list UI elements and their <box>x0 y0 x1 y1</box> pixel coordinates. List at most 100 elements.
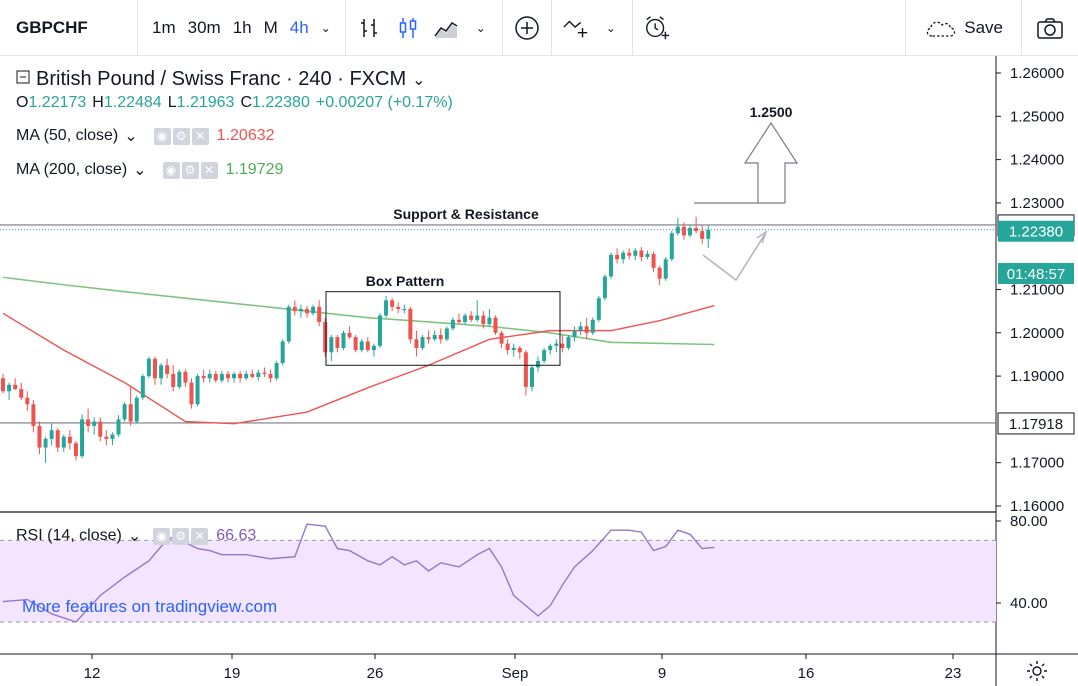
candle-body <box>475 315 480 320</box>
candle-body <box>469 315 474 320</box>
ma200-visibility-icon[interactable]: ◉ <box>162 162 180 179</box>
candle-body <box>371 345 376 351</box>
candle-body <box>80 419 85 457</box>
candle-body <box>706 229 711 239</box>
ma50-visibility-icon[interactable]: ◉ <box>153 128 171 145</box>
candle-body <box>420 337 425 348</box>
candle-body <box>159 365 164 379</box>
price-chart[interactable]: 1.26000 1.25000 1.24000 1.23000 1.21000 1.200… <box>0 55 1078 686</box>
rsi-tick-label: 40.00 <box>1010 595 1048 612</box>
candle-body <box>359 341 364 351</box>
screenshot-button[interactable] <box>1021 0 1078 55</box>
rsi-label: RSI (14, close) <box>16 527 122 544</box>
camera-icon <box>1037 17 1063 39</box>
rsi-settings-icon[interactable]: ⚙ <box>172 528 190 545</box>
candle-body <box>408 308 413 340</box>
toolbar-right: Save <box>905 0 1078 55</box>
candle-body <box>61 436 66 448</box>
main-legend: British Pound / Swiss Franc · 240 · FXCM… <box>16 68 426 91</box>
interval-1m[interactable]: 1m <box>152 17 176 37</box>
y-tick-label: 1.19000 <box>1010 368 1064 385</box>
candle-body <box>481 315 486 325</box>
compare-group: ⌄ <box>552 0 633 55</box>
candle-body <box>426 337 431 340</box>
ma50-settings-icon[interactable]: ⚙ <box>172 128 190 145</box>
candle-body <box>663 259 668 279</box>
interval-4h[interactable]: 4h <box>289 17 309 37</box>
candle-body <box>578 326 583 331</box>
candle-body <box>298 308 303 312</box>
interval-1h[interactable]: 1h <box>232 17 252 37</box>
candlestick-icon[interactable] <box>394 14 422 42</box>
save-button[interactable]: Save <box>905 0 1021 55</box>
compare-icon[interactable] <box>562 14 590 42</box>
price-label-support-bg <box>997 412 1075 435</box>
candle-body <box>250 373 255 377</box>
ma200-legend: MA (200, close) ⌄ ◉ ⚙ ✕ 1.19729 <box>16 160 283 180</box>
low-label: L <box>167 94 177 111</box>
rsi-value: 66.63 <box>216 527 257 544</box>
chart-settings-gear-icon[interactable] <box>1026 660 1048 682</box>
x-tick-label: 12 <box>84 665 101 682</box>
candle-body <box>639 250 644 258</box>
candle-body <box>19 389 24 398</box>
candle-body <box>384 300 389 316</box>
ma200-chevron-icon[interactable]: ⌄ <box>133 162 147 179</box>
countdown-bg <box>998 263 1074 284</box>
candle-body <box>457 319 461 322</box>
ma50-chevron-icon[interactable]: ⌄ <box>124 128 138 145</box>
projection-arrowhead <box>756 230 768 244</box>
candle-body <box>189 382 194 405</box>
close-label: C <box>240 94 253 111</box>
candle-body <box>311 306 316 314</box>
interval-month[interactable]: M <box>263 17 278 37</box>
candle-body <box>329 337 334 353</box>
candle-body <box>694 228 699 232</box>
candle-body <box>274 363 279 379</box>
candle-body <box>177 371 182 387</box>
candle-body <box>122 404 127 420</box>
target-arrow <box>694 121 799 204</box>
cloud-save-icon <box>926 21 956 37</box>
alert-clock-icon[interactable] <box>643 14 671 42</box>
candle-body <box>146 358 151 377</box>
ohlc-legend: O1.22173 H1.22484 L1.21963 C1.22380 +0.0… <box>16 94 453 112</box>
candle-body <box>104 436 109 439</box>
ma200-remove-icon[interactable]: ✕ <box>200 162 218 179</box>
y-tick-label: 1.16000 <box>1010 498 1064 515</box>
tradingview-watermark-link[interactable]: More features on tradingview.com <box>22 597 278 616</box>
close-value: 1.22380 <box>252 94 310 111</box>
bar-chart-style-icon[interactable] <box>356 14 384 42</box>
interval-30m[interactable]: 30m <box>187 17 221 37</box>
candle-body <box>688 228 693 236</box>
countdown-label: 01:48:57 <box>1007 266 1065 283</box>
candle-body <box>219 373 224 381</box>
ma50-remove-icon[interactable]: ✕ <box>191 128 209 145</box>
candle-body <box>55 430 60 448</box>
area-chart-icon[interactable] <box>432 14 460 42</box>
chart-style-chevron-icon[interactable]: ⌄ <box>475 20 486 35</box>
compare-chevron-icon[interactable]: ⌄ <box>605 20 616 35</box>
candle-body <box>37 425 42 448</box>
interval-dropdown-chevron-icon[interactable]: ⌄ <box>320 20 331 35</box>
add-indicator-icon[interactable] <box>513 14 541 42</box>
candle-body <box>134 397 139 422</box>
candle-body <box>262 372 267 374</box>
rsi-remove-icon[interactable]: ✕ <box>191 528 209 545</box>
change-value: +0.00207 (+0.17%) <box>315 94 453 111</box>
collapse-legend-icon[interactable] <box>16 70 30 89</box>
candle-body <box>432 334 437 340</box>
ma50-legend: MA (50, close) ⌄ ◉ ⚙ ✕ 1.20632 <box>16 126 275 146</box>
ma200-settings-icon[interactable]: ⚙ <box>181 162 199 179</box>
rsi-chevron-icon[interactable]: ⌄ <box>127 528 142 545</box>
series-title-chevron-icon[interactable]: ⌄ <box>412 71 426 89</box>
candle-body <box>13 384 18 390</box>
rsi-visibility-icon[interactable]: ◉ <box>153 528 171 545</box>
open-value: 1.22173 <box>28 94 87 111</box>
candle-body <box>244 373 249 379</box>
symbol-search-button[interactable]: GBPCHF <box>0 0 138 55</box>
y-tick-label: 1.23000 <box>1010 195 1064 212</box>
top-toolbar: GBPCHF 1m 30m 1h M 4h ⌄ ⌄ ⌄ <box>0 0 1078 56</box>
projection-path <box>702 233 766 282</box>
ma50-label: MA (50, close) <box>16 127 119 144</box>
